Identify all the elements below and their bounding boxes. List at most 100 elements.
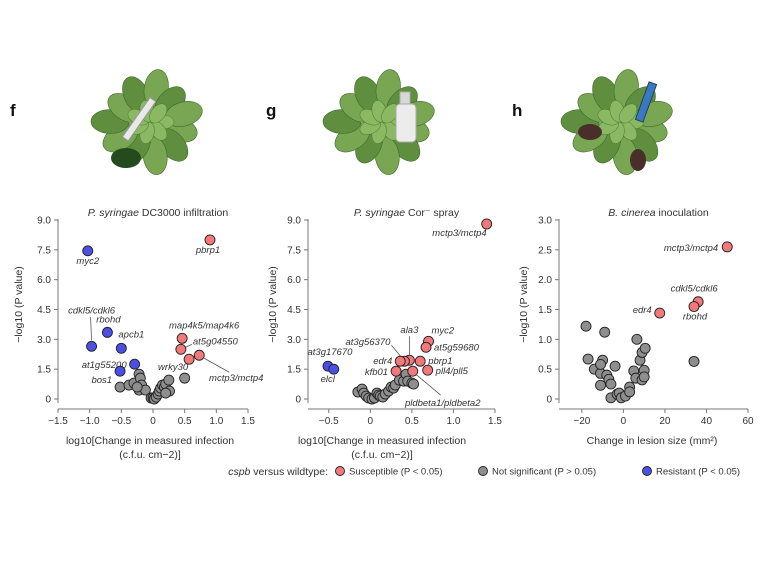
y-tick-label: 6.0 bbox=[287, 275, 301, 286]
data-point-not-significant bbox=[163, 374, 175, 386]
data-label: rbohd bbox=[683, 312, 708, 323]
data-point-susceptible bbox=[183, 353, 195, 365]
data-point-susceptible bbox=[193, 349, 205, 361]
data-label: cdkl5/cdkl6 bbox=[671, 284, 719, 295]
data-point-susceptible bbox=[414, 355, 426, 367]
y-axis-label: −log10 (P value) bbox=[518, 266, 530, 343]
x-tick-label: −0.5 bbox=[111, 416, 131, 427]
pipette-icon bbox=[634, 81, 658, 123]
leaf bbox=[149, 103, 168, 124]
y-tick-label: 4.5 bbox=[37, 305, 51, 316]
data-point-susceptible bbox=[407, 365, 419, 377]
data-point-not-significant bbox=[595, 358, 606, 370]
legend-marker bbox=[335, 466, 345, 476]
title-italic: B. cinerea bbox=[608, 207, 655, 219]
data-point-not-significant bbox=[638, 371, 650, 383]
data-label: myc2 bbox=[76, 256, 99, 267]
y-tick-label: 9.0 bbox=[37, 216, 51, 227]
y-tick-label: 9.0 bbox=[287, 216, 301, 227]
chart-title: P. syringae Cor⁻ spray bbox=[354, 207, 460, 219]
x-tick-label: 1.5 bbox=[488, 416, 502, 427]
panel-f: f P. syringae DC3000 infiltration 0 1.5 3.0 4… bbox=[10, 69, 263, 461]
x-tick-label: −1.5 bbox=[48, 416, 68, 427]
y-tick-label: 0 bbox=[546, 395, 552, 406]
data-label: at3g17670 bbox=[307, 347, 353, 358]
x-tick-label: 1.0 bbox=[446, 416, 460, 427]
y-tick-label: 3.0 bbox=[37, 335, 51, 346]
data-label: myc2 bbox=[432, 325, 455, 336]
x-tick-label: 20 bbox=[659, 416, 671, 427]
x-axis-label: Change in lesion size (mm²) bbox=[587, 435, 718, 447]
x-tick-label: 0 bbox=[150, 416, 156, 427]
data-label: wrky30 bbox=[158, 362, 189, 373]
panel-letter: g bbox=[266, 101, 276, 120]
data-label: at5g59680 bbox=[434, 342, 480, 353]
data-point-not-significant bbox=[609, 360, 621, 372]
data-label: ala3 bbox=[400, 325, 419, 336]
panel-g: g P. syringae Cor⁻ spray 0 1.5 3.0 4.5 6.0 7.5 9… bbox=[266, 69, 502, 461]
data-label: kfb01 bbox=[365, 367, 388, 378]
data-point-resistant bbox=[86, 340, 98, 352]
y-tick-label: 0.5 bbox=[538, 365, 552, 376]
leader-line bbox=[415, 373, 441, 396]
data-point-not-significant bbox=[639, 342, 651, 354]
data-point-susceptible bbox=[175, 343, 187, 355]
data-label: mctp3/mctp4 bbox=[432, 228, 486, 239]
leaf bbox=[619, 103, 638, 124]
y-tick-label: 0 bbox=[45, 395, 51, 406]
legend-label: Susceptible (P < 0.05) bbox=[349, 467, 443, 478]
title-italic: P. syringae bbox=[88, 207, 139, 219]
y-tick-label: 2.5 bbox=[538, 245, 552, 256]
data-label: bos1 bbox=[91, 375, 112, 386]
data-point-resistant bbox=[114, 365, 126, 377]
x-axis-label-line2: (c.f.u. cm−2)] bbox=[119, 449, 181, 461]
title-rest: Cor⁻ spray bbox=[405, 207, 460, 219]
chart-title: B. cinerea inoculation bbox=[608, 207, 709, 219]
data-point-not-significant bbox=[624, 386, 636, 398]
data-label: rbohd bbox=[96, 314, 121, 325]
y-tick-label: 7.5 bbox=[37, 245, 51, 256]
title-italic: P. syringae bbox=[354, 207, 405, 219]
data-point-resistant bbox=[82, 245, 94, 257]
data-point-susceptible bbox=[688, 301, 700, 312]
leader-line bbox=[204, 357, 230, 373]
data-point-not-significant bbox=[582, 353, 594, 365]
y-tick-label: 2.0 bbox=[538, 275, 552, 286]
x-tick-label: −20 bbox=[573, 416, 590, 427]
spray-bottle-icon bbox=[395, 103, 417, 143]
legend-prefix-rest: versus wildtype: bbox=[250, 466, 328, 478]
legend-marker bbox=[642, 466, 652, 476]
x-tick-label: −1.0 bbox=[80, 416, 100, 427]
data-label: cdkl5/cdkl6 bbox=[68, 305, 116, 316]
data-label: at5g04550 bbox=[193, 336, 239, 347]
y-tick-label: 3.0 bbox=[287, 335, 301, 346]
x-tick-label: 1.0 bbox=[209, 416, 223, 427]
y-tick-label: 1.5 bbox=[287, 365, 301, 376]
legend-label: Not significant (P > 0.05) bbox=[492, 467, 596, 478]
panel-letter: h bbox=[512, 101, 522, 120]
data-label: pll4/pll5 bbox=[435, 366, 469, 377]
data-label: apcb1 bbox=[118, 329, 144, 340]
x-tick-label: 0.5 bbox=[405, 416, 419, 427]
data-label: pbrp1 bbox=[195, 245, 220, 256]
chart-title: P. syringae DC3000 infiltration bbox=[88, 207, 229, 219]
plant-illustration bbox=[560, 69, 673, 175]
data-label: at3g56370 bbox=[345, 337, 391, 348]
x-tick-label: 0 bbox=[368, 416, 374, 427]
data-label: mctp3/mctp4 bbox=[209, 373, 263, 384]
leader-line bbox=[185, 343, 193, 348]
data-point-not-significant bbox=[160, 387, 172, 399]
data-label: mctp3/mctp4 bbox=[664, 243, 718, 254]
data-point-resistant bbox=[115, 342, 127, 354]
panel-letter: f bbox=[10, 101, 16, 120]
y-tick-label: 4.5 bbox=[287, 305, 301, 316]
title-rest: DC3000 infiltration bbox=[139, 207, 228, 219]
data-point-susceptible bbox=[420, 341, 432, 353]
spray-nozzle-icon bbox=[399, 91, 411, 105]
title-rest: inoculation bbox=[656, 207, 709, 219]
data-point-not-significant bbox=[605, 378, 617, 390]
data-point-resistant bbox=[101, 326, 113, 338]
legend-item-not-significant: Not significant (P > 0.05) bbox=[478, 466, 596, 478]
x-axis-label: log10[Change in measured infection bbox=[298, 435, 466, 447]
data-point-susceptible bbox=[422, 364, 434, 376]
